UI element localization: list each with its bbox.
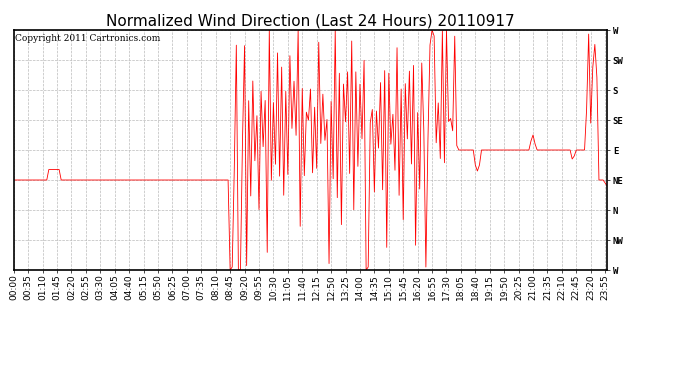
Text: Copyright 2011 Cartronics.com: Copyright 2011 Cartronics.com: [15, 34, 160, 43]
Title: Normalized Wind Direction (Last 24 Hours) 20110917: Normalized Wind Direction (Last 24 Hours…: [106, 14, 515, 29]
